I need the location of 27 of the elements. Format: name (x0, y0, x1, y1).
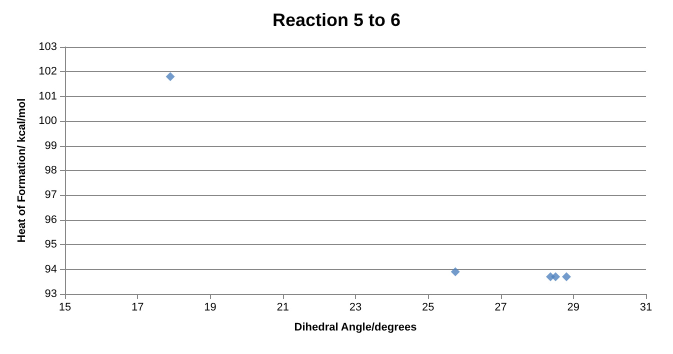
y-tick-label: 96 (44, 214, 57, 226)
x-tick-label: 15 (58, 302, 72, 314)
x-tick-label: 23 (349, 302, 362, 314)
x-tick-label: 31 (640, 302, 652, 314)
y-tick-label: 98 (44, 164, 57, 176)
x-tick-label: 17 (132, 302, 144, 314)
x-tick-label: 21 (276, 302, 289, 314)
chart-title: Reaction 5 to 6 (272, 10, 401, 30)
y-tick-label: 103 (38, 41, 57, 53)
x-tick-label: 19 (204, 302, 216, 314)
point (562, 272, 571, 282)
y-tick-label: 93 (44, 288, 57, 300)
y-axis-title: Heat of Formation/ kcal/mol (16, 98, 28, 243)
y-tick-label: 94 (44, 263, 57, 276)
x-tick-label: 29 (567, 302, 580, 314)
y-tick-label: 99 (44, 140, 57, 152)
point (551, 272, 560, 282)
x-tick-label: 27 (494, 302, 507, 314)
y-tick-label: 102 (38, 66, 57, 78)
x-tick-label: 25 (422, 302, 434, 314)
y-tick-label: 97 (44, 189, 57, 202)
point (166, 72, 175, 82)
x-axis-title: Dihedral Angle/degrees (294, 322, 417, 334)
point (450, 267, 460, 276)
y-tick-label: 95 (44, 238, 57, 251)
y-tick-label: 100 (38, 115, 57, 128)
y-tick-label: 101 (38, 90, 57, 102)
